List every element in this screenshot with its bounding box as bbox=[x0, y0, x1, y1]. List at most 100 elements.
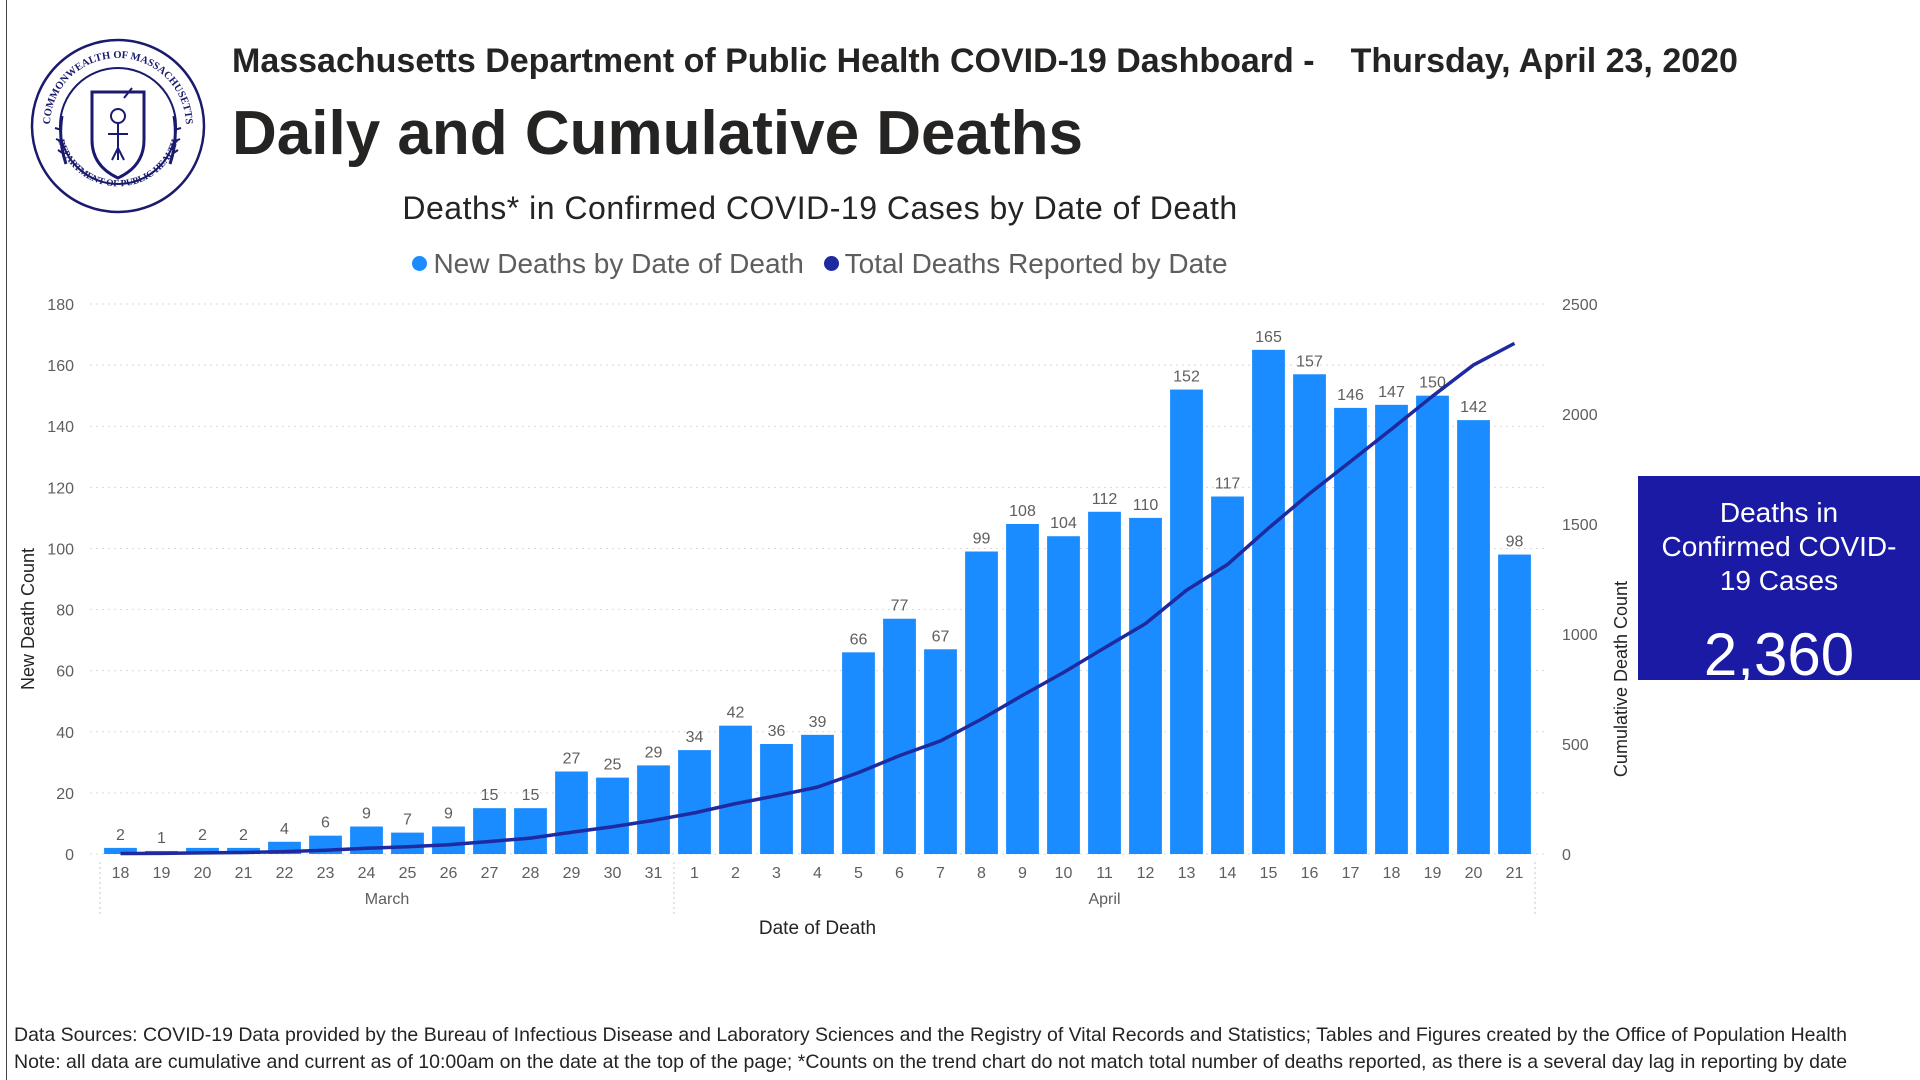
x-tick-label: 7 bbox=[936, 865, 945, 882]
x-tick-label: 18 bbox=[112, 865, 130, 882]
y-tick-label: 180 bbox=[47, 297, 74, 314]
bar bbox=[473, 808, 506, 854]
data-sources-text: Data Sources: COVID-19 Data provided by … bbox=[14, 1024, 1847, 1046]
data-label: 15 bbox=[481, 787, 499, 804]
bar bbox=[1211, 496, 1244, 854]
data-label: 7 bbox=[403, 812, 412, 829]
bar bbox=[1498, 554, 1531, 854]
y-tick-label: 40 bbox=[56, 725, 74, 742]
data-label: 77 bbox=[891, 598, 909, 615]
x-tick-label: 12 bbox=[1137, 865, 1155, 882]
data-label: 67 bbox=[932, 628, 950, 645]
data-label: 152 bbox=[1173, 369, 1200, 386]
x-tick-label: 29 bbox=[563, 865, 581, 882]
commonwealth-seal-icon: COMMONWEALTH OF MASSACHUSETTS DEPARTMENT… bbox=[28, 36, 208, 216]
x-tick-label: 6 bbox=[895, 865, 904, 882]
x-tick-label: 13 bbox=[1178, 865, 1196, 882]
x-tick-label: 28 bbox=[522, 865, 540, 882]
legend-label-new-deaths: New Deaths by Date of Death bbox=[433, 248, 804, 279]
agency-dashboard-title: Massachusetts Department of Public Healt… bbox=[232, 42, 1315, 80]
data-label: 142 bbox=[1460, 399, 1487, 416]
legend-label-total-deaths: Total Deaths Reported by Date bbox=[844, 248, 1228, 279]
legend-item-total-deaths[interactable]: Total Deaths Reported by Date bbox=[823, 248, 1228, 280]
bar bbox=[514, 808, 547, 854]
deaths-combo-chart: 0204060801001201401601800500100015002000… bbox=[18, 297, 1631, 939]
x-group-label: April bbox=[1088, 891, 1120, 908]
bar bbox=[637, 765, 670, 854]
x-tick-label: 14 bbox=[1219, 865, 1237, 882]
left-border-rule bbox=[6, 0, 7, 1080]
data-label: 27 bbox=[563, 751, 581, 768]
data-label: 36 bbox=[768, 723, 786, 740]
x-tick-label: 2 bbox=[731, 865, 740, 882]
data-label: 165 bbox=[1255, 329, 1282, 346]
report-date: Thursday, April 23, 2020 bbox=[1350, 42, 1738, 80]
chart-title: Deaths* in Confirmed COVID-19 Cases by D… bbox=[402, 190, 1238, 226]
x-tick-label: 21 bbox=[1506, 865, 1524, 882]
svg-text:COMMONWEALTH OF MASSACHUSETTS: COMMONWEALTH OF MASSACHUSETTS bbox=[42, 50, 194, 125]
data-label: 6 bbox=[321, 815, 330, 832]
legend-item-new-deaths[interactable]: New Deaths by Date of Death bbox=[412, 248, 804, 280]
chart-legend: New Deaths by Date of Death Total Deaths… bbox=[0, 248, 1640, 280]
legend-marker-total-deaths bbox=[823, 256, 839, 271]
data-label: 110 bbox=[1133, 497, 1159, 514]
x-tick-label: 3 bbox=[772, 865, 781, 882]
x-tick-label: 10 bbox=[1055, 865, 1073, 882]
bar bbox=[965, 551, 998, 854]
x-tick-label: 11 bbox=[1096, 865, 1113, 882]
page-title: Daily and Cumulative Deaths bbox=[232, 99, 1084, 168]
y2-tick-label: 2000 bbox=[1562, 407, 1598, 424]
seal-ring-text-top: COMMONWEALTH OF MASSACHUSETTS bbox=[42, 50, 194, 125]
kpi-label: Deaths in Confirmed COVID-19 Cases bbox=[1661, 497, 1897, 596]
bar bbox=[1293, 374, 1326, 854]
y2-tick-label: 500 bbox=[1562, 737, 1589, 754]
x-tick-label: 21 bbox=[235, 865, 253, 882]
data-label: 147 bbox=[1378, 384, 1405, 401]
dashboard-header: Massachusetts Department of Public Healt… bbox=[232, 42, 1738, 81]
bar bbox=[1375, 404, 1408, 854]
y-tick-label: 100 bbox=[47, 541, 74, 558]
y2-axis-title: Cumulative Death Count bbox=[1611, 581, 1631, 777]
x-tick-label: 23 bbox=[317, 865, 335, 882]
data-label: 9 bbox=[362, 806, 371, 823]
bar bbox=[104, 847, 137, 854]
bar bbox=[924, 649, 957, 854]
data-label: 2 bbox=[239, 827, 248, 844]
data-label: 29 bbox=[645, 744, 663, 761]
data-label: 39 bbox=[809, 714, 827, 731]
x-tick-label: 16 bbox=[1301, 865, 1319, 882]
y-tick-label: 160 bbox=[47, 358, 74, 375]
data-label: 2 bbox=[116, 827, 125, 844]
x-tick-label: 15 bbox=[1260, 865, 1278, 882]
bar bbox=[1416, 395, 1449, 854]
x-tick-label: 20 bbox=[1465, 865, 1483, 882]
bar bbox=[1334, 407, 1367, 854]
y2-tick-label: 2500 bbox=[1562, 297, 1598, 314]
x-tick-label: 18 bbox=[1383, 865, 1401, 882]
data-label: 99 bbox=[973, 531, 991, 548]
data-label: 66 bbox=[850, 631, 868, 648]
x-tick-label: 4 bbox=[813, 865, 822, 882]
data-label: 9 bbox=[444, 806, 453, 823]
y-tick-label: 80 bbox=[56, 603, 74, 620]
bar bbox=[678, 750, 711, 854]
cumulative-line bbox=[120, 341, 1516, 856]
bar bbox=[1457, 420, 1490, 854]
bar bbox=[432, 826, 465, 854]
bar bbox=[842, 652, 875, 854]
x-tick-label: 5 bbox=[854, 865, 863, 882]
data-label: 98 bbox=[1506, 534, 1524, 551]
data-label: 112 bbox=[1092, 491, 1118, 508]
bar bbox=[1252, 349, 1285, 854]
bar bbox=[186, 847, 219, 854]
x-tick-label: 30 bbox=[604, 865, 622, 882]
bar bbox=[555, 771, 588, 854]
x-tick-label: 17 bbox=[1342, 865, 1360, 882]
data-label: 104 bbox=[1050, 515, 1077, 532]
data-label: 150 bbox=[1419, 375, 1446, 392]
bar bbox=[883, 618, 916, 854]
bar bbox=[719, 725, 752, 854]
data-label: 15 bbox=[522, 787, 540, 804]
data-label: 117 bbox=[1215, 476, 1241, 493]
data-label: 108 bbox=[1009, 503, 1036, 520]
